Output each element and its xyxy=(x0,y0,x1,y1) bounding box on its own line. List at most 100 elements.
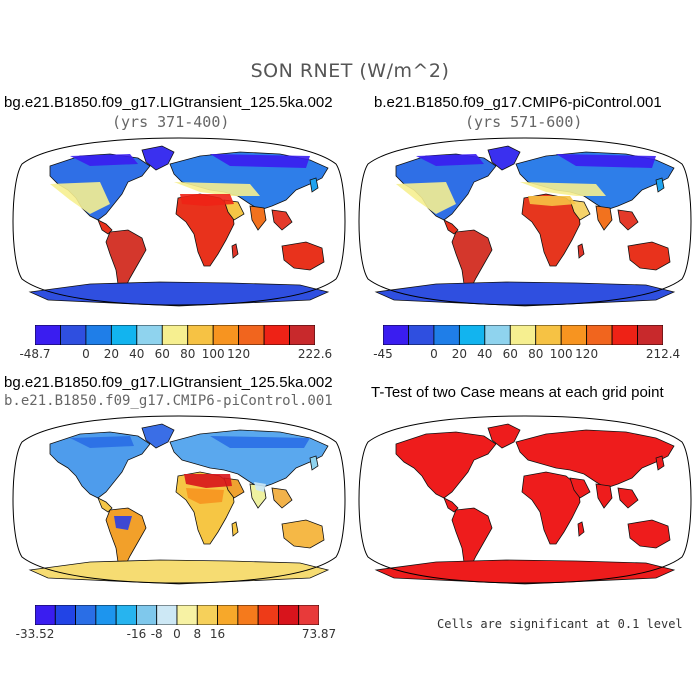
australia-region xyxy=(627,519,671,549)
colorbar-tick-label: 8 xyxy=(193,627,202,641)
antarctica-region xyxy=(374,281,676,307)
colorbar-tick-label: 16 xyxy=(209,627,226,641)
colorbar-swatch xyxy=(257,605,279,625)
map-panel-2 xyxy=(358,137,692,307)
field-accent-4 xyxy=(210,154,310,168)
colorbar-swatch xyxy=(35,605,56,625)
colorbar-swatch xyxy=(237,605,259,625)
colorbar-swatch xyxy=(637,325,663,345)
colorbar-swatch xyxy=(289,325,315,345)
australia-region xyxy=(627,241,671,271)
field-accent-5 xyxy=(254,482,266,492)
south-america-region xyxy=(105,229,147,291)
greenland-region xyxy=(141,145,175,171)
field-accent-0 xyxy=(50,182,110,214)
colorbar-tick-label: 20 xyxy=(451,347,467,361)
japan-region xyxy=(309,177,319,193)
japan-region xyxy=(309,455,319,471)
colorbar-2-ticks: -45 0 20 40 60 80 100 120 212.4 xyxy=(0,347,700,363)
colorbar-swatch xyxy=(535,325,562,345)
japan-region xyxy=(655,455,665,471)
colorbar-swatch xyxy=(458,325,486,345)
colorbar-tick-label: 40 xyxy=(477,347,493,361)
field-accent-1 xyxy=(186,488,224,504)
colorbar-panel-1 xyxy=(35,325,315,345)
colorbar-swatch xyxy=(136,605,158,625)
colorbar-tick-label: 73.87 xyxy=(301,627,337,641)
panel-4-title: T-Test of two Case means at each grid po… xyxy=(371,384,664,401)
colorbar-swatch xyxy=(176,605,198,625)
greenland-region xyxy=(487,423,521,449)
field-accent-1 xyxy=(174,182,260,196)
map-outline xyxy=(358,415,692,584)
arabia-region xyxy=(569,477,591,499)
page-title: SON RNET (W/m^2) xyxy=(250,60,450,82)
panel-1-title: bg.e21.B1850.f09_g17.LIGtransient_125.5k… xyxy=(4,94,333,111)
colorbar-1-ticks: -48.7 0 20 40 60 80 100 120 222.6 xyxy=(0,347,700,363)
field-accent-2 xyxy=(114,516,132,530)
field-accent-4 xyxy=(210,436,310,448)
se-asia-region xyxy=(617,487,639,509)
colorbar-swatch xyxy=(110,325,138,345)
colorbar-swatch xyxy=(35,325,61,345)
japan-region xyxy=(655,177,665,193)
colorbar-swatch xyxy=(156,605,178,625)
colorbar-panel-3 xyxy=(35,605,319,625)
colorbar-tick-label: 60 xyxy=(502,347,518,361)
colorbar-swatch xyxy=(187,325,214,345)
colorbar-3-ticks: -33.52 -16 -8 0 8 16 73.87 xyxy=(0,627,700,643)
map-outline xyxy=(12,415,346,584)
colorbar-tick-label: 120 xyxy=(227,347,251,361)
colorbar-swatch xyxy=(238,325,265,345)
panel-3-title: bg.e21.B1850.f09_g17.LIGtransient_125.5k… xyxy=(4,374,333,391)
madagascar-region xyxy=(231,521,239,537)
colorbar-swatch xyxy=(85,325,112,345)
colorbar-tick-label: 120 xyxy=(575,347,599,361)
india-region xyxy=(595,205,613,231)
colorbar-tick-label: 20 xyxy=(103,347,119,361)
arabia-region xyxy=(223,199,245,221)
field-accent-4 xyxy=(556,154,656,168)
colorbar-tick-label: -16 xyxy=(126,627,147,641)
field-accent-2 xyxy=(528,196,576,206)
field-accent-0 xyxy=(184,474,232,488)
colorbar-swatch xyxy=(263,325,290,345)
colorbar-tick-label: 40 xyxy=(129,347,145,361)
colorbar-tick-label: -45 xyxy=(373,347,393,361)
se-asia-region xyxy=(271,487,293,509)
se-asia-region xyxy=(271,209,293,231)
colorbar-swatch xyxy=(383,325,409,345)
panel-3-subtitle: b.e21.B1850.f09_g17.CMIP6-piControl.001 xyxy=(4,393,333,409)
panel-1-subtitle: (yrs 371-400) xyxy=(112,113,230,131)
africa-region xyxy=(521,471,581,545)
colorbar-swatch xyxy=(408,325,435,345)
colorbar-swatch xyxy=(509,325,537,345)
colorbar-swatch xyxy=(60,325,87,345)
colorbar-swatch xyxy=(136,325,163,345)
colorbar-swatch xyxy=(75,605,97,625)
colorbar-tick-label: 100 xyxy=(549,347,573,361)
colorbar-swatch xyxy=(115,605,137,625)
colorbar-tick-label: 212.4 xyxy=(645,347,681,361)
field-accent-3 xyxy=(70,154,138,166)
greenland-region xyxy=(141,423,175,449)
colorbar-swatch xyxy=(484,325,511,345)
colorbar-swatch xyxy=(217,605,239,625)
south-america-region xyxy=(451,229,493,291)
significance-note: Cells are significant at 0.1 level xyxy=(437,617,683,631)
panel-2-subtitle: (yrs 571-600) xyxy=(465,113,583,131)
panel-2-title: b.e21.B1850.f09_g17.CMIP6-piControl.001 xyxy=(374,94,662,111)
australia-region xyxy=(281,519,325,549)
colorbar-tick-label: 100 xyxy=(201,347,225,361)
colorbar-tick-label: 80 xyxy=(528,347,544,361)
map-panel-4 xyxy=(358,415,692,585)
field-accent-1 xyxy=(520,182,606,196)
colorbar-tick-label: -48.7 xyxy=(19,347,51,361)
arabia-region xyxy=(569,199,591,221)
north-america-region xyxy=(49,431,151,499)
colorbar-swatch xyxy=(278,605,300,625)
australia-region xyxy=(281,241,325,271)
south-america-region xyxy=(451,507,493,569)
colorbar-tick-label: -8 xyxy=(150,627,163,641)
se-asia-region xyxy=(617,209,639,231)
